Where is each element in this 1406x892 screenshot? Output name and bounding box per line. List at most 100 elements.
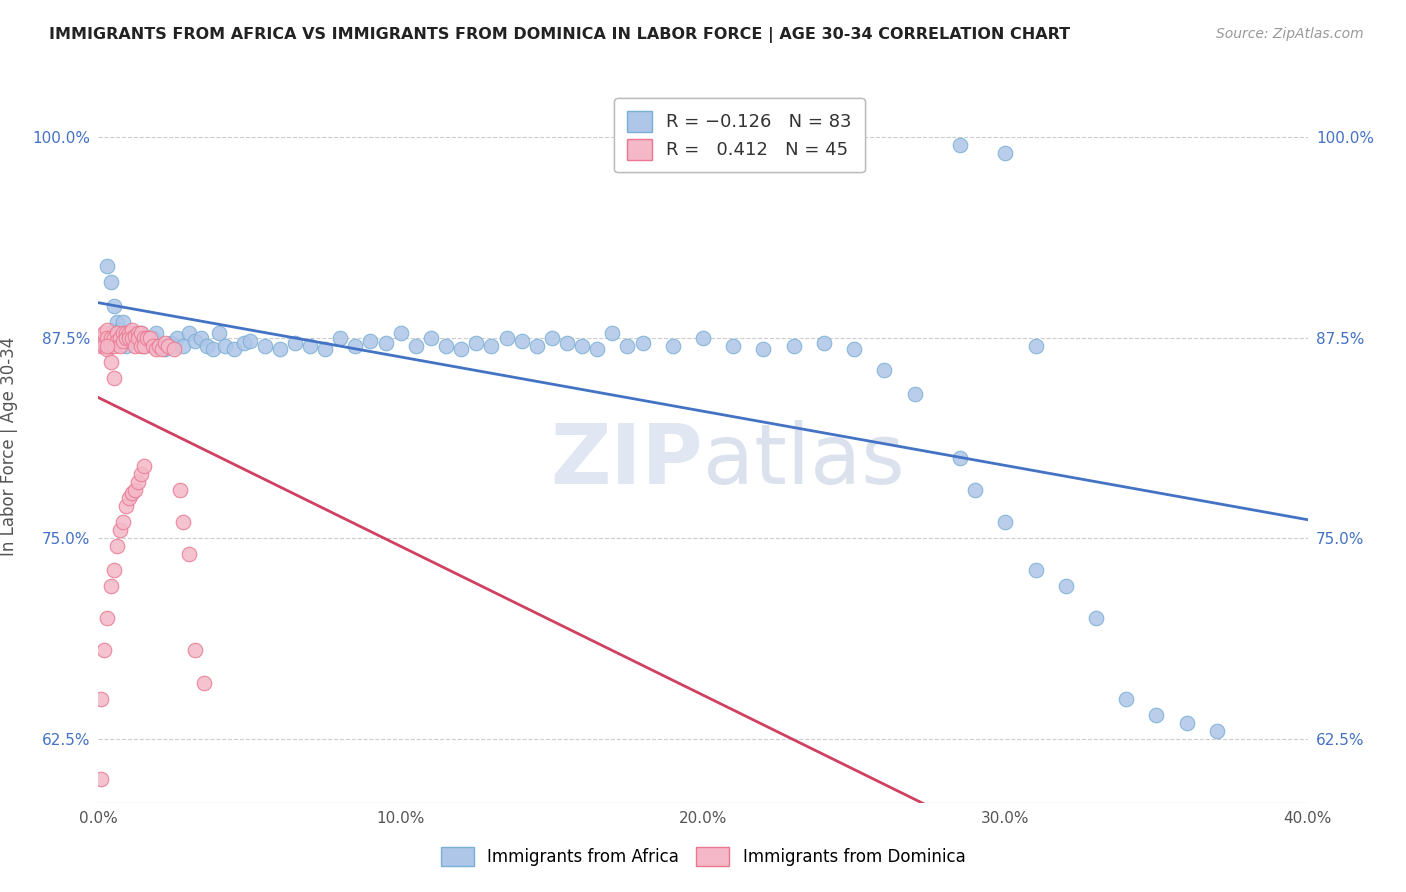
Point bbox=[434, 339, 457, 353]
Point bbox=[949, 138, 972, 153]
Point bbox=[994, 515, 1017, 529]
Text: Source: ZipAtlas.com: Source: ZipAtlas.com bbox=[1216, 27, 1364, 41]
Point bbox=[108, 323, 131, 337]
Point bbox=[166, 331, 188, 345]
Point bbox=[96, 611, 118, 625]
Point bbox=[96, 259, 118, 273]
Point bbox=[526, 339, 548, 353]
Point bbox=[90, 772, 112, 786]
Point bbox=[450, 342, 472, 356]
Point bbox=[114, 326, 136, 340]
Point bbox=[129, 326, 152, 340]
Point bbox=[132, 331, 155, 345]
Point bbox=[389, 326, 412, 340]
Point bbox=[1115, 691, 1137, 706]
Point bbox=[232, 335, 254, 350]
Point bbox=[172, 515, 194, 529]
Point bbox=[156, 339, 179, 353]
Point bbox=[121, 326, 143, 340]
Point bbox=[118, 326, 141, 340]
Text: ZIP: ZIP bbox=[551, 420, 703, 500]
Point bbox=[121, 331, 143, 345]
Point bbox=[631, 335, 654, 350]
Point bbox=[135, 335, 157, 350]
Point bbox=[844, 342, 866, 356]
Point bbox=[103, 299, 125, 313]
Point bbox=[190, 331, 212, 345]
Point bbox=[148, 339, 170, 353]
Point bbox=[172, 339, 194, 353]
Point bbox=[510, 334, 533, 348]
Point bbox=[124, 483, 146, 497]
Point bbox=[103, 339, 125, 353]
Point bbox=[481, 339, 503, 353]
Point bbox=[103, 563, 125, 577]
Point bbox=[420, 331, 443, 345]
Point bbox=[344, 339, 367, 353]
Point bbox=[904, 387, 927, 401]
Point bbox=[179, 326, 201, 340]
Point bbox=[135, 331, 157, 345]
Point bbox=[495, 331, 517, 345]
Point bbox=[1206, 723, 1229, 738]
Point bbox=[1144, 707, 1167, 722]
Point bbox=[269, 342, 291, 356]
Point bbox=[1024, 563, 1046, 577]
Point bbox=[96, 323, 118, 337]
Point bbox=[111, 334, 134, 348]
Point bbox=[965, 483, 987, 497]
Point bbox=[121, 486, 143, 500]
Point bbox=[108, 331, 131, 345]
Point bbox=[142, 331, 165, 345]
Point bbox=[108, 523, 131, 537]
Point bbox=[103, 331, 125, 345]
Point bbox=[96, 331, 118, 345]
Point bbox=[299, 339, 322, 353]
Point bbox=[100, 579, 122, 593]
Point bbox=[127, 475, 149, 489]
Point bbox=[129, 467, 152, 481]
Point bbox=[148, 339, 170, 353]
Point bbox=[105, 334, 128, 348]
Point bbox=[208, 326, 231, 340]
Point bbox=[661, 339, 683, 353]
Point bbox=[127, 331, 149, 345]
Point bbox=[153, 335, 176, 350]
Text: atlas: atlas bbox=[703, 420, 904, 500]
Point bbox=[132, 458, 155, 473]
Point bbox=[465, 335, 488, 350]
Point bbox=[100, 331, 122, 345]
Point bbox=[139, 331, 162, 345]
Point bbox=[105, 315, 128, 329]
Point bbox=[129, 326, 152, 340]
Point bbox=[111, 315, 134, 329]
Point bbox=[96, 339, 118, 353]
Point bbox=[100, 275, 122, 289]
Point bbox=[169, 483, 191, 497]
Point bbox=[150, 342, 173, 356]
Point bbox=[124, 329, 146, 343]
Point bbox=[555, 335, 578, 350]
Point bbox=[184, 334, 207, 348]
Point bbox=[103, 371, 125, 385]
Point bbox=[195, 339, 218, 353]
Point bbox=[586, 342, 609, 356]
Point bbox=[111, 326, 134, 340]
Point bbox=[114, 339, 136, 353]
Point bbox=[540, 331, 562, 345]
Point bbox=[602, 326, 624, 340]
Point bbox=[994, 146, 1017, 161]
Legend: R = −0.126   N = 83, R =   0.412   N = 45: R = −0.126 N = 83, R = 0.412 N = 45 bbox=[614, 98, 865, 172]
Point bbox=[873, 363, 896, 377]
Point bbox=[374, 335, 396, 350]
Point bbox=[571, 339, 593, 353]
Point bbox=[723, 339, 745, 353]
Point bbox=[114, 499, 136, 513]
Point bbox=[132, 339, 155, 353]
Point bbox=[108, 339, 131, 353]
Point bbox=[1024, 339, 1046, 353]
Point bbox=[118, 331, 141, 345]
Point bbox=[105, 539, 128, 553]
Point bbox=[284, 335, 307, 350]
Point bbox=[90, 339, 112, 353]
